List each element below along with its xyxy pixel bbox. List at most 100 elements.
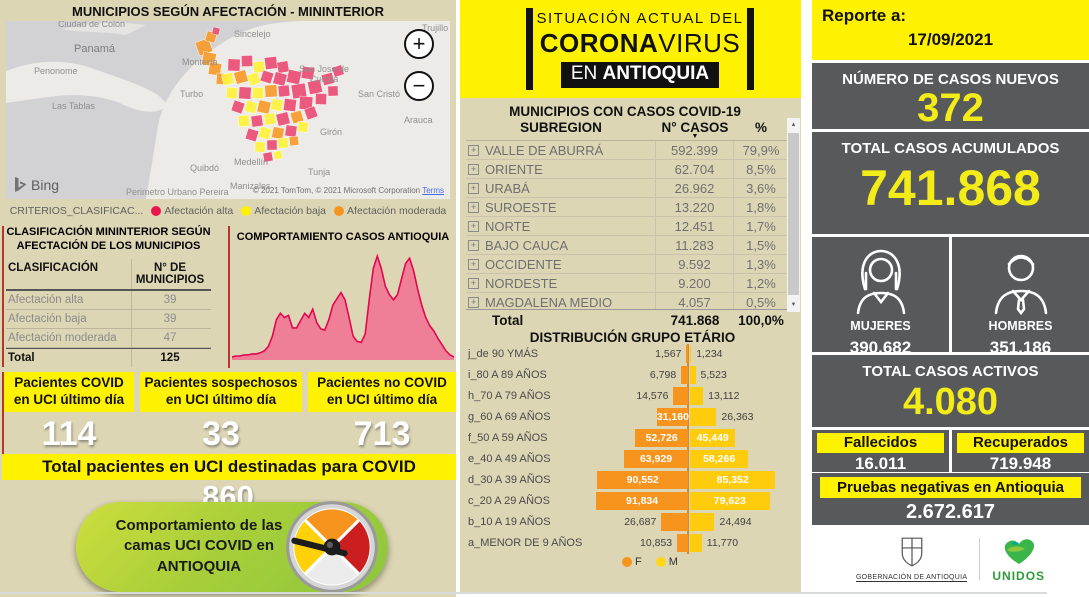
pyramid-category-label: i_80 A 89 AÑOS [468, 369, 547, 381]
bar-m[interactable] [690, 345, 692, 363]
bar-f[interactable] [635, 429, 688, 447]
uci-covid-card-title: Pacientes COVID en UCI último día [4, 372, 134, 412]
municipios-row[interactable]: + URABÁ 26.962 3,6% [466, 179, 788, 198]
situacion-header: SITUACIÓN ACTUAL DEL CORONAVIRUS EN ANTI… [460, 0, 805, 98]
expand-icon[interactable]: + [468, 182, 479, 194]
pruebas-box: Pruebas negativas en Antioquia 2.672.617 [812, 473, 1089, 525]
expand-icon[interactable]: + [468, 144, 479, 156]
bar-m[interactable] [690, 387, 704, 405]
bar-m[interactable] [690, 408, 717, 426]
bar-f[interactable] [661, 513, 688, 531]
uci-covid-card: Pacientes COVID en UCI último día 114 [2, 372, 134, 454]
bar-f[interactable] [624, 450, 688, 468]
pyramid-category-label: g_60 A 69 AÑOS [468, 411, 551, 423]
bar-f[interactable] [681, 366, 688, 384]
table-scrollbar[interactable]: ▲ ▼ [787, 118, 800, 312]
municipios-row[interactable]: + MAGDALENA MEDIO 4.057 0,5% [466, 293, 788, 309]
expand-icon[interactable]: + [468, 220, 479, 232]
bar-f[interactable] [597, 471, 688, 489]
pruebas-value: 2.672.617 [906, 501, 995, 523]
casos-nuevos-label: NÚMERO DE CASOS NUEVOS [842, 71, 1059, 88]
uci-total-label: Total pacientes en UCI destinadas para C… [2, 454, 456, 480]
bar-m[interactable] [690, 450, 749, 468]
expand-icon[interactable]: + [468, 163, 479, 175]
recuperados-label: Recuperados [957, 433, 1084, 453]
bar-m[interactable] [690, 429, 736, 447]
scrollbar-up-icon[interactable]: ▲ [790, 122, 797, 128]
municipios-row[interactable]: + OCCIDENTE 9.592 1,3% [466, 255, 788, 274]
map-zoom-out-button[interactable]: − [404, 71, 434, 101]
municipios-table: SUBREGION N° CASOS ▼ % + VALLE DE ABURRÁ 59… [466, 120, 788, 331]
uci-beds-behavior-button[interactable]: Comportamiento de las camas UCI COVID en… [76, 501, 388, 593]
scrollbar-down-icon[interactable]: ▼ [790, 302, 797, 308]
municipios-row[interactable]: + ORIENTE 62.704 8,5% [466, 160, 788, 179]
scrollbar-thumb[interactable] [788, 133, 799, 295]
col-subregion: SUBREGION [520, 120, 602, 135]
map-place-label: Tunja [308, 167, 331, 177]
bar-m[interactable] [690, 513, 715, 531]
mujeres-value: 390.682 [849, 338, 912, 352]
pyramid-axis [687, 344, 689, 554]
bar-m[interactable] [690, 492, 770, 510]
municipios-row[interactable]: + NORDESTE 9.200 1,2% [466, 274, 788, 293]
uci-no-covid-card: Pacientes no COVID en UCI último día 713 [308, 372, 456, 454]
classification-row: Afectación baja 39 [6, 309, 211, 329]
bar-f[interactable] [656, 408, 688, 426]
legend-title: CRITERIOS_CLASIFICAC... [9, 205, 144, 217]
pyramid-category-label: c_20 A 29 AÑOS [468, 495, 550, 507]
map-legend: CRITERIOS_CLASIFICAC... Afectación alta A… [0, 205, 456, 217]
uci-sospechosos-card-title: Pacientes sospechosos en UCI último día [140, 372, 302, 412]
footer-divider [979, 538, 981, 580]
bing-map[interactable]: Panamá Penonome Las Tablas Ciudad de Colón S… [6, 21, 450, 199]
gobernacion-crest-icon [901, 537, 923, 567]
sort-desc-icon: ▼ [691, 133, 699, 140]
bar-f[interactable] [673, 387, 688, 405]
cases-area-chart [231, 253, 455, 360]
bar-f[interactable] [677, 534, 688, 552]
footer-logos: GOBERNACIÓN DE ANTIOQUIA UNIDOS [812, 528, 1089, 590]
map-canvas [6, 21, 450, 199]
expand-icon[interactable]: + [468, 277, 479, 289]
casos-nuevos-box: NÚMERO DE CASOS NUEVOS 372 [812, 63, 1089, 129]
bar-m[interactable] [690, 534, 702, 552]
map-place-label: Arauca [404, 115, 433, 125]
map-place-label: Manizales [230, 181, 271, 191]
expand-icon[interactable]: + [468, 296, 479, 308]
acumulados-value: 741.868 [860, 160, 1041, 216]
bar-m[interactable] [690, 471, 776, 489]
bar-m[interactable] [690, 366, 696, 384]
municipios-row[interactable]: + SUROESTE 13.220 1,8% [466, 198, 788, 217]
map-zoom-in-button[interactable]: + [404, 29, 434, 59]
bar-m-value: 11,770 [706, 537, 739, 549]
unidos-heart-icon [1004, 538, 1034, 564]
map-place-label: Girón [320, 127, 343, 137]
fallecidos-cell: Fallecidos 16.011 [812, 430, 949, 473]
pyramid-category-label: j_de 90 YMÁS [468, 348, 539, 360]
map-place-label: San Cristó [358, 89, 401, 99]
expand-icon[interactable]: + [468, 239, 479, 251]
map-legend-item-1: Afectación baja [241, 205, 326, 217]
map-place-label: Trujillo [422, 23, 449, 33]
map-title: MUNICIPIOS SEGÚN AFECTACIÓN - MININTERIO… [72, 4, 384, 19]
activos-label: TOTAL CASOS ACTIVOS [862, 363, 1039, 380]
terms-link[interactable]: Terms [422, 186, 444, 195]
gobernacion-logo: GOBERNACIÓN DE ANTIOQUIA [855, 536, 968, 582]
municipios-table-header[interactable]: SUBREGION N° CASOS ▼ % [466, 120, 788, 141]
municipios-row[interactable]: + NORTE 12.451 1,7% [466, 217, 788, 236]
expand-icon[interactable]: + [468, 201, 479, 213]
expand-icon[interactable]: + [468, 258, 479, 270]
pyramid-row: j_de 90 YMÁS 1,567 1,234 [460, 344, 805, 365]
bar-f[interactable] [596, 492, 688, 510]
classification-title-1: CLASIFICACIÓN MININTERIOR SEGÚN [6, 226, 211, 238]
classification-row: Afectación alta 39 [6, 290, 211, 310]
bar-m-value: 1,234 [696, 348, 723, 360]
casos-nuevos-value: 372 [917, 86, 984, 130]
map-place-label: San Jose de Cucuta [298, 64, 350, 84]
municipios-row[interactable]: + BAJO CAUCA 11.283 1,5% [466, 236, 788, 255]
bar-f[interactable] [686, 345, 688, 363]
municipios-row[interactable]: + VALLE DE ABURRÁ 592.399 79,9% [466, 141, 788, 160]
gobernacion-label: GOBERNACIÓN DE ANTIOQUIA [855, 574, 968, 582]
acumulados-box: TOTAL CASOS ACUMULADOS 741.868 [812, 132, 1089, 234]
pyramid-row: g_60 A 69 AÑOS 31,160 26,363 [460, 407, 805, 428]
